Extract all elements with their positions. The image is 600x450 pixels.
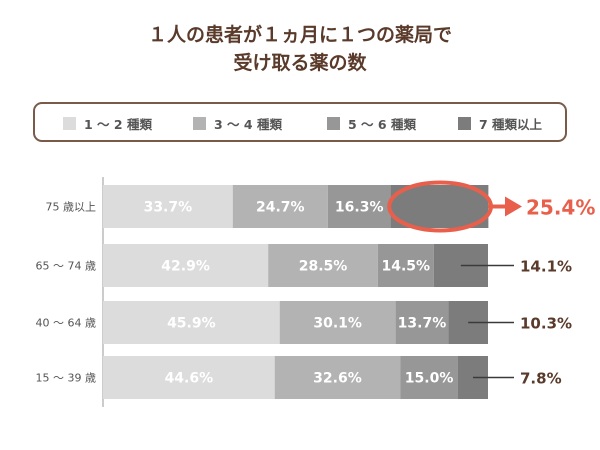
data-label: 44.6% — [165, 371, 214, 387]
bar-segment — [327, 185, 391, 228]
data-label: 30.1% — [313, 316, 362, 332]
outside-value-label: 10.3% — [520, 315, 572, 333]
legend-swatch — [458, 117, 471, 130]
bar-segment — [103, 356, 275, 399]
bar-segment — [377, 244, 434, 287]
data-label: 24.7% — [256, 200, 305, 216]
legend-item-1-2: 1 ～ 2 種類 — [63, 114, 152, 133]
bar-segment — [232, 185, 328, 228]
legend-swatch — [193, 117, 206, 130]
data-label: 45.9% — [167, 316, 216, 332]
legend-label: 5 ～ 6 種類 — [348, 117, 416, 132]
legend-label: 7 種類以上 — [479, 117, 543, 132]
outside-value-label: 14.1% — [520, 258, 572, 276]
category-label: 75 歳以上 — [46, 201, 97, 214]
category-label: 15 ～ 39 歳 — [36, 372, 96, 385]
bar-segment — [103, 185, 233, 228]
data-label: 42.9% — [161, 259, 210, 275]
legend-label: 1 ～ 2 種類 — [84, 117, 152, 132]
category-label: 65 ～ 74 歳 — [36, 260, 96, 273]
data-label: 28.5% — [299, 259, 348, 275]
highlight-arrow-head — [505, 196, 522, 217]
chart-title-line2: 受け取る薬の数 — [233, 52, 367, 74]
data-label: 13.7% — [398, 316, 447, 332]
legend: 1 ～ 2 種類 3 ～ 4 種類 5 ～ 6 種類 7 種類以上 — [33, 102, 567, 142]
bar-segment — [103, 244, 269, 287]
legend-item-3-4: 3 ～ 4 種類 — [193, 114, 282, 133]
bar-segment — [279, 301, 396, 344]
data-label: 14.5% — [382, 259, 431, 275]
legend-item-5-6: 5 ～ 6 種類 — [327, 114, 416, 133]
data-label: 33.7% — [144, 200, 193, 216]
bar-segment — [400, 356, 458, 399]
category-label: 40 ～ 64 歳 — [36, 317, 96, 330]
legend-item-7plus: 7 種類以上 — [458, 114, 542, 133]
legend-swatch — [63, 117, 76, 130]
data-label: 16.3% — [335, 200, 384, 216]
bar-segment — [268, 244, 378, 287]
legend-swatch — [327, 117, 340, 130]
bar-segment — [103, 301, 280, 344]
bar-segment — [395, 301, 449, 344]
data-label: 32.6% — [313, 371, 362, 387]
outside-value-label: 7.8% — [520, 370, 562, 388]
bar-segment — [274, 356, 401, 399]
chart-title-line1: １人の患者が１ヵ月に１つの薬局で — [147, 24, 452, 46]
legend-label: 3 ～ 4 種類 — [214, 117, 282, 132]
bar-segment — [390, 185, 489, 228]
data-label: 15.0% — [405, 371, 454, 387]
highlight-value-label: 25.4% — [526, 196, 595, 220]
